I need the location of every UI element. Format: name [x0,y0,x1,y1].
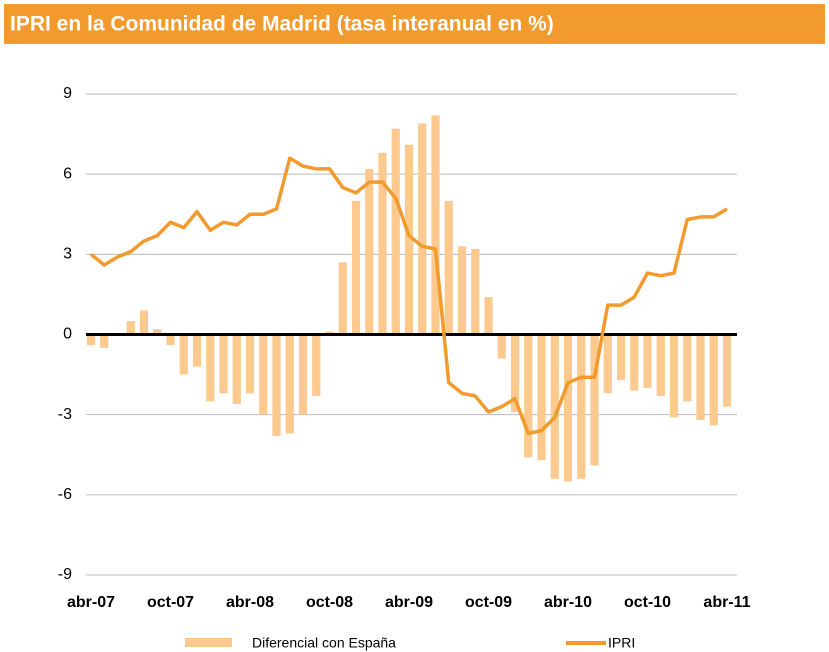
x-tick-label: abr-11 [703,594,750,611]
bar [378,152,387,335]
bar [153,329,162,335]
legend-label: IPRI [608,635,635,651]
y-tick-label: -6 [58,486,72,503]
y-tick-label: -9 [58,566,72,583]
bar [219,334,228,394]
bar [404,144,414,335]
bar [298,334,308,415]
bar [696,334,705,421]
bar [338,262,347,335]
bar [206,334,215,402]
bar [524,334,533,458]
x-tick-label: abr-10 [544,594,592,611]
y-tick-label: 3 [63,246,72,263]
bar [550,334,559,479]
bar [431,115,440,335]
bar [100,334,109,348]
bar [603,334,612,394]
bar [497,334,506,359]
bar [192,334,202,367]
y-tick-label: 6 [63,165,72,182]
x-tick-label: oct-07 [147,594,194,611]
bar [471,248,480,335]
bar [232,334,241,404]
x-tick-label: oct-09 [465,594,512,611]
legend-label: Diferencial con España [252,635,396,651]
bar [179,334,188,375]
bar [563,334,573,482]
bar [351,200,361,335]
legend-swatch [185,638,232,647]
bar [272,334,281,437]
bar [616,334,626,380]
bar [418,123,427,335]
bar [139,310,149,335]
bar [669,334,679,418]
bar [484,297,493,335]
bar [643,334,652,388]
bar [166,334,175,346]
bar [722,334,732,407]
x-tick-label: oct-08 [306,594,353,611]
y-tick-label: 9 [63,85,72,102]
y-tick-label: -3 [58,406,72,423]
bar [391,128,400,335]
bar [245,334,255,394]
x-tick-label: abr-09 [385,594,433,611]
bar [510,334,520,412]
line [89,156,728,436]
bar [259,334,268,415]
bar [683,334,692,402]
x-tick-label: abr-07 [67,594,115,611]
x-tick-label: oct-10 [624,594,671,611]
chart-title: IPRI en la Comunidad de Madrid (tasa int… [10,13,554,36]
title-band [4,4,825,44]
bar [590,334,599,466]
bar [444,200,453,335]
bar [537,334,546,461]
bar [365,168,374,335]
y-tick-label: 0 [63,326,72,343]
bar [312,334,321,396]
x-tick-label: abr-08 [226,594,274,611]
bar [630,334,639,391]
bar [457,246,467,335]
bar [86,334,96,346]
bar [656,334,665,396]
bar [126,321,135,335]
bar [577,334,586,479]
bar [709,334,718,426]
bar [285,334,294,434]
